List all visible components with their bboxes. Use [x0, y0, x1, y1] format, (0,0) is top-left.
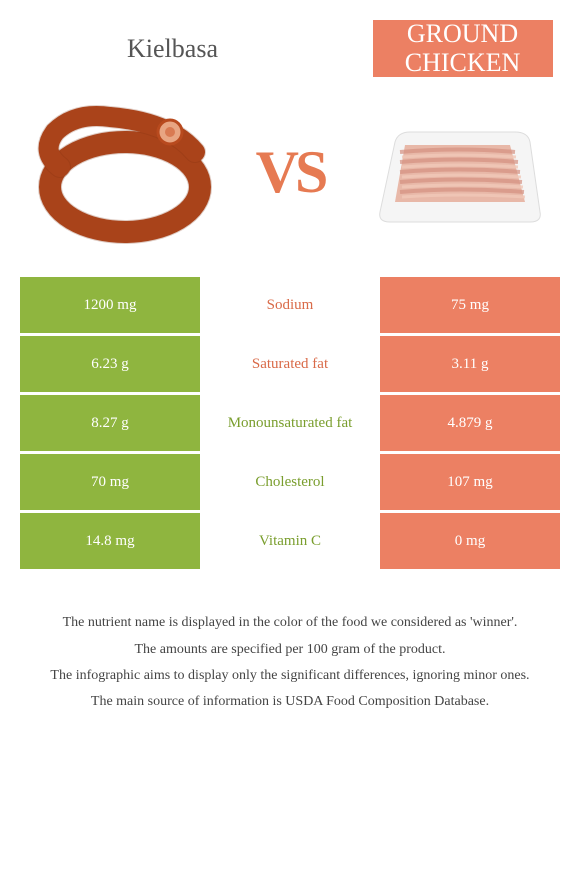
right-value: 75 mg: [380, 277, 560, 333]
left-value: 70 mg: [20, 454, 200, 510]
footer-line: The amounts are specified per 100 gram o…: [20, 639, 560, 661]
nutrient-name: Monounsaturated fat: [200, 395, 380, 451]
kielbasa-image: [30, 97, 220, 247]
left-value: 8.27 g: [20, 395, 200, 451]
table-row: 6.23 gSaturated fat3.11 g: [20, 336, 560, 392]
left-value: 14.8 mg: [20, 513, 200, 569]
table-row: 1200 mgSodium75 mg: [20, 277, 560, 333]
nutrient-name: Vitamin C: [200, 513, 380, 569]
left-value: 1200 mg: [20, 277, 200, 333]
right-value: 3.11 g: [380, 336, 560, 392]
nutrient-name: Sodium: [200, 277, 380, 333]
footer-line: The main source of information is USDA F…: [20, 691, 560, 713]
nutrient-name: Cholesterol: [200, 454, 380, 510]
left-value: 6.23 g: [20, 336, 200, 392]
right-value: 4.879 g: [380, 395, 560, 451]
footer-line: The nutrient name is displayed in the co…: [20, 612, 560, 634]
right-title-line1: GROUND: [373, 20, 553, 49]
footer-notes: The nutrient name is displayed in the co…: [0, 572, 580, 714]
vs-text: VS: [256, 138, 325, 207]
left-title: Kielbasa: [28, 34, 318, 64]
table-row: 70 mgCholesterol107 mg: [20, 454, 560, 510]
table-row: 14.8 mgVitamin C0 mg: [20, 513, 560, 569]
table-row: 8.27 gMonounsaturated fat4.879 g: [20, 395, 560, 451]
footer-line: The infographic aims to display only the…: [20, 665, 560, 687]
images-row: VS: [0, 87, 580, 277]
right-value: 107 mg: [380, 454, 560, 510]
nutrient-name: Saturated fat: [200, 336, 380, 392]
titles-row: Kielbasa GROUND CHICKEN: [0, 0, 580, 87]
nutrient-table: 1200 mgSodium75 mg6.23 gSaturated fat3.1…: [0, 277, 580, 569]
right-title-line2: CHICKEN: [373, 49, 553, 78]
right-value: 0 mg: [380, 513, 560, 569]
chicken-image: [360, 97, 550, 247]
right-title: GROUND CHICKEN: [373, 20, 553, 77]
